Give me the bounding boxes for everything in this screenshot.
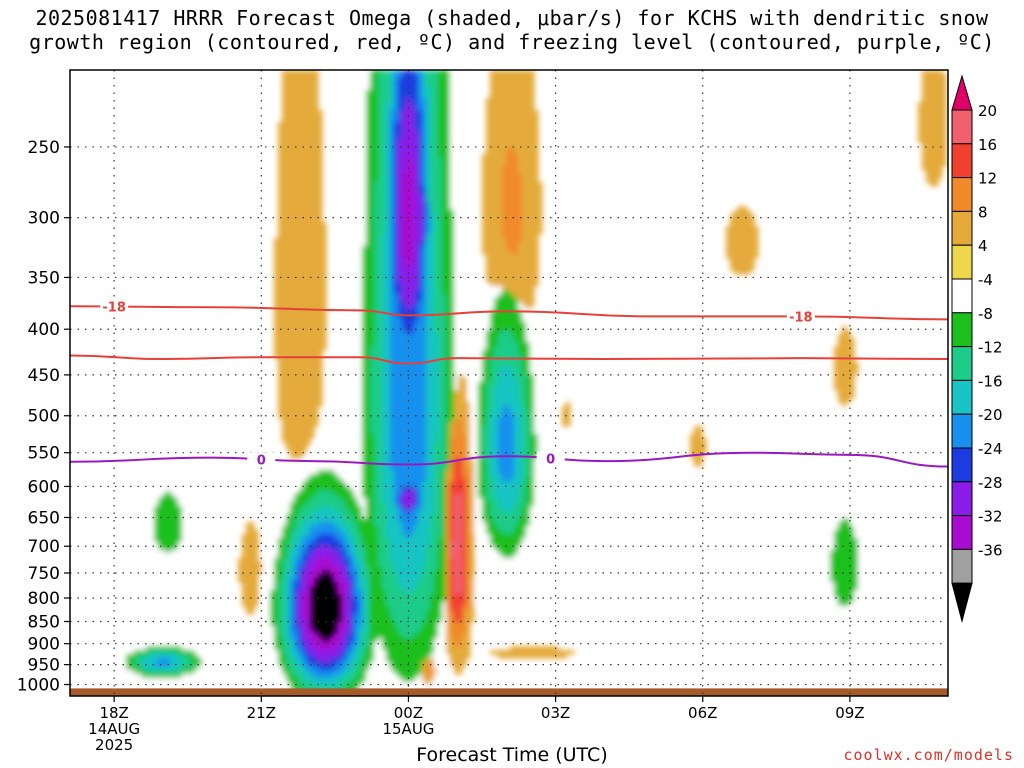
colorbar-label: -4 (978, 271, 993, 289)
colorbar-swatch (951, 109, 973, 145)
colorbar-swatch (951, 379, 973, 415)
ground-surface (70, 688, 948, 696)
credit-text: coolwx.com/models (843, 746, 1014, 764)
colorbar-swatch (951, 548, 973, 584)
y-tick-label: 1000 (17, 676, 60, 696)
colorbar-swatch (951, 244, 973, 280)
colorbar-swatch (951, 515, 973, 550)
title-line-1: 2025081417 HRRR Forecast Omega (shaded, … (35, 6, 989, 30)
x-axis-title: Forecast Time (UTC) (416, 744, 608, 766)
freezing-level-contour (70, 451, 948, 468)
y-tick-label: 500 (28, 407, 60, 427)
x-tick-label: 18Z (99, 704, 128, 722)
x-tick-year: 2025 (95, 736, 133, 754)
dendritic-contour-0-label: -18 (102, 301, 126, 316)
colorbar-swatch (951, 278, 973, 314)
colorbar-label: -12 (978, 339, 1003, 357)
colorbar-swatch (951, 413, 973, 449)
colorbar-label: -20 (978, 406, 1003, 424)
colorbar-label: 16 (978, 136, 997, 154)
x-tick-date: 14AUG (88, 720, 140, 738)
colorbar-swatch (951, 481, 973, 517)
colorbar-label: 12 (978, 170, 997, 188)
y-tick-label: 650 (28, 508, 60, 528)
y-tick-label: 900 (28, 635, 60, 655)
y-tick-label: 850 (28, 613, 60, 633)
dendritic-contour-0-label-bg (100, 299, 129, 314)
colorbar-label: -16 (978, 372, 1003, 390)
colorbar-label: -28 (978, 474, 1003, 492)
colorbar: 20 16 12 8 4 -4 -8 -12 -16 -20 -24 -28 -32 -36 (951, 74, 1003, 624)
colorbar-swatch (951, 177, 973, 212)
y-tick-label: 350 (28, 268, 60, 288)
y-tick-label: 950 (28, 656, 60, 676)
colorbar-label: 20 (978, 102, 997, 120)
freezing-level-contour-label: 0 (257, 453, 266, 468)
y-tick-label: 750 (28, 564, 60, 584)
x-tick-label: 06Z (688, 704, 717, 722)
colorbar-top-arrow (951, 74, 973, 111)
y-tick-label: 450 (28, 366, 60, 386)
colorbar-swatch (951, 447, 973, 483)
title-line-2: growth region (contoured, red, ºC) and f… (29, 30, 995, 54)
y-tick-label: 300 (28, 209, 60, 229)
freezing-level-contour-label-bg (536, 451, 565, 466)
colorbar-label: 4 (978, 237, 988, 255)
y-tick-label: 800 (28, 589, 60, 609)
omega-shading (114, 70, 947, 696)
dendritic-contour-1 (70, 354, 948, 365)
colorbar-label: -36 (978, 541, 1003, 559)
colorbar-label: -32 (978, 508, 1003, 526)
x-tick-date: 15AUG (382, 720, 434, 738)
colorbar-label: -24 (978, 440, 1003, 458)
freezing-level-contour-label-bg (247, 452, 276, 467)
x-tick-label: 09Z (835, 704, 864, 722)
colorbar-swatch (951, 210, 973, 246)
y-tick-label: 550 (28, 444, 60, 464)
y-tick-label: 600 (28, 477, 60, 497)
x-tick-label: 21Z (247, 704, 276, 722)
plot-frame (69, 69, 949, 697)
y-tick-label: 250 (28, 138, 60, 158)
colorbar-swatch (951, 143, 973, 179)
colorbar-swatch (951, 346, 973, 381)
colorbar-label: 8 (978, 203, 988, 221)
chart-title: 2025081417 HRRR Forecast Omega (shaded, … (0, 6, 1024, 54)
colorbar-label: -8 (978, 305, 993, 323)
dendritic-contour-0-label: -18 (789, 310, 813, 325)
colorbar-bottom-arrow (951, 582, 973, 624)
y-tick-label: 400 (28, 320, 60, 340)
y-tick-label: 700 (28, 537, 60, 557)
colorbar-swatch (951, 312, 973, 348)
x-tick-label: 00Z (394, 704, 423, 722)
dendritic-contour-0-label-bg (786, 309, 815, 324)
freezing-level-contour-label: 0 (546, 452, 555, 467)
x-tick-label: 03Z (541, 704, 570, 722)
